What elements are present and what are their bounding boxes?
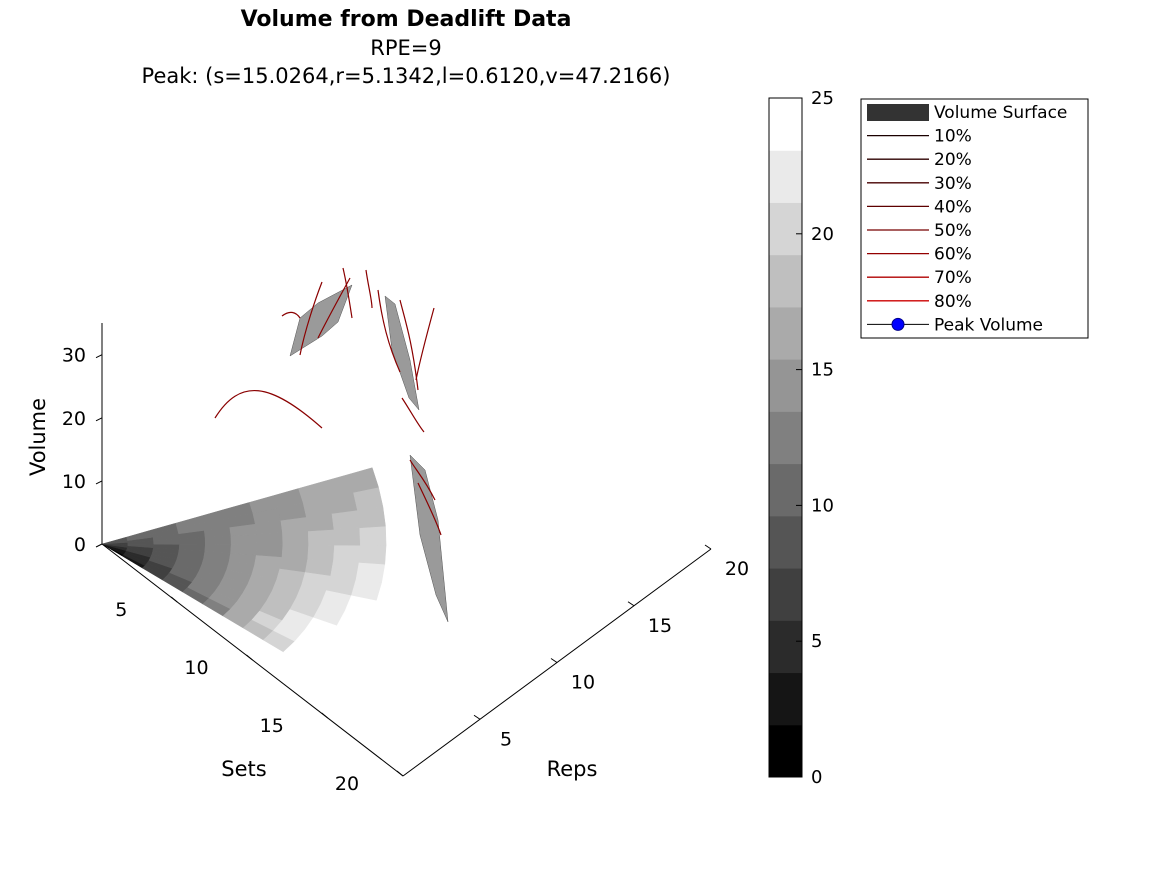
z-tick-mark xyxy=(95,354,103,359)
x-axis-label: Sets xyxy=(221,757,266,781)
z-tick-mark xyxy=(95,480,103,485)
y-tick-label: 15 xyxy=(648,615,672,637)
colorbar-segment xyxy=(769,359,802,412)
y-tick-mark xyxy=(550,658,558,663)
colorbar-segment xyxy=(769,202,802,256)
colorbar-segment xyxy=(769,306,802,360)
colorbar-tick-label: 0 xyxy=(811,767,822,788)
surface-patch xyxy=(330,560,360,580)
surface-patch xyxy=(256,532,284,546)
volume-surface xyxy=(101,284,449,677)
contour-line xyxy=(417,482,442,536)
colorbar-segment xyxy=(769,620,802,674)
legend-label: 50% xyxy=(934,221,972,241)
legend-label: 20% xyxy=(934,150,972,170)
surface-patch xyxy=(256,544,284,558)
x-tick-mark xyxy=(321,712,329,719)
colorbar-segment xyxy=(769,724,802,778)
colorbar-tick-label: 10 xyxy=(811,495,834,516)
x-tick-mark xyxy=(396,770,404,777)
x-tick-label: 20 xyxy=(335,773,359,795)
legend-label: 30% xyxy=(934,174,972,194)
colorbar-tick-label: 25 xyxy=(811,88,834,109)
colorbar-segment xyxy=(769,150,802,203)
legend-label: 70% xyxy=(934,268,972,288)
z-tick-label: 10 xyxy=(62,471,86,493)
legend-label: 40% xyxy=(934,197,972,217)
surface-patch xyxy=(359,525,387,546)
colorbar-segment xyxy=(769,672,802,726)
legend-label: 60% xyxy=(934,245,972,265)
z-axis-label: Volume xyxy=(26,398,50,476)
x-tick-mark xyxy=(246,654,253,661)
colorbar-tick-label: 20 xyxy=(811,224,834,245)
z-tick-mark xyxy=(95,417,103,422)
contour-line xyxy=(214,389,323,429)
chart-subtitle: RPE=9 xyxy=(370,36,442,60)
z-tick-mark xyxy=(95,543,103,548)
contour-line xyxy=(377,289,401,373)
surface-patch xyxy=(347,467,379,493)
contour-line xyxy=(399,299,419,391)
z-tick-label: 30 xyxy=(62,345,86,367)
x-tick-label: 15 xyxy=(260,715,284,737)
chart-peak-text: Peak: (s=15.0264,r=5.1342,l=0.6120,v=47.… xyxy=(141,64,671,88)
surface-patch xyxy=(307,544,335,561)
legend-marker-peak xyxy=(891,317,905,331)
title-block: Volume from Deadlift Data RPE=9 Peak: (s… xyxy=(0,6,812,90)
legend-swatch-patch xyxy=(867,104,929,121)
colorbar-segment xyxy=(769,463,802,517)
surface-patch xyxy=(333,527,361,546)
legend-box xyxy=(860,98,1089,339)
surface-patch xyxy=(307,529,335,546)
surface-fragment xyxy=(384,295,420,411)
surface-patch xyxy=(355,562,386,583)
legend-label: Peak Volume xyxy=(934,315,1043,335)
colorbar-segment xyxy=(769,254,802,308)
surface-fragment xyxy=(289,284,353,357)
legend: Volume Surface 10% 20% 30% 40% 50% 60% 70% 80% Pe… xyxy=(860,98,1089,339)
colorbar-tick-label: 15 xyxy=(811,360,834,381)
colorbar-segment xyxy=(769,568,802,621)
colorbar-tick-label: 5 xyxy=(811,631,822,652)
y-tick-label: 10 xyxy=(571,672,595,694)
x-tick-label: 5 xyxy=(115,599,127,621)
surface-patch xyxy=(282,530,309,546)
y-tick-mark xyxy=(627,601,635,607)
contour-line xyxy=(299,281,323,356)
legend-label: Volume Surface xyxy=(934,103,1067,123)
x-tick-label: 10 xyxy=(184,657,208,679)
contour-lines xyxy=(214,267,442,536)
contour-line xyxy=(365,269,373,309)
axis-ticks: 0 10 20 30 5 10 15 20 5 10 15 20 xyxy=(62,345,749,795)
surface-patch xyxy=(230,544,258,556)
contour-line xyxy=(342,267,353,319)
x-tick-mark xyxy=(170,596,178,603)
contour-line xyxy=(409,459,436,501)
contour-line xyxy=(415,307,435,381)
chart-title: Volume from Deadlift Data xyxy=(240,7,572,32)
surface-patch xyxy=(281,544,309,559)
y-tick-label: 20 xyxy=(725,558,749,580)
colorbar: 0 5 10 15 20 25 xyxy=(768,88,834,788)
contour-line xyxy=(401,397,425,433)
y-tick-label: 5 xyxy=(500,728,512,750)
colorbar-segment xyxy=(769,98,802,151)
z-tick-label: 0 xyxy=(74,534,86,556)
z-tick-label: 20 xyxy=(62,408,86,430)
colorbar-frame xyxy=(768,97,803,778)
surface-fragment xyxy=(409,454,449,623)
colorbar-segment xyxy=(769,515,802,569)
legend-label: 10% xyxy=(934,127,972,147)
y-tick-mark xyxy=(704,544,712,550)
colorbar-segment xyxy=(769,411,802,465)
contour-line xyxy=(281,311,301,319)
surface-patch xyxy=(333,544,361,563)
surface-patch xyxy=(357,506,386,529)
y-tick-mark xyxy=(473,714,481,720)
legend-label: 80% xyxy=(934,292,972,312)
y-axis-label: Reps xyxy=(547,757,598,781)
surface-patch xyxy=(358,544,387,565)
